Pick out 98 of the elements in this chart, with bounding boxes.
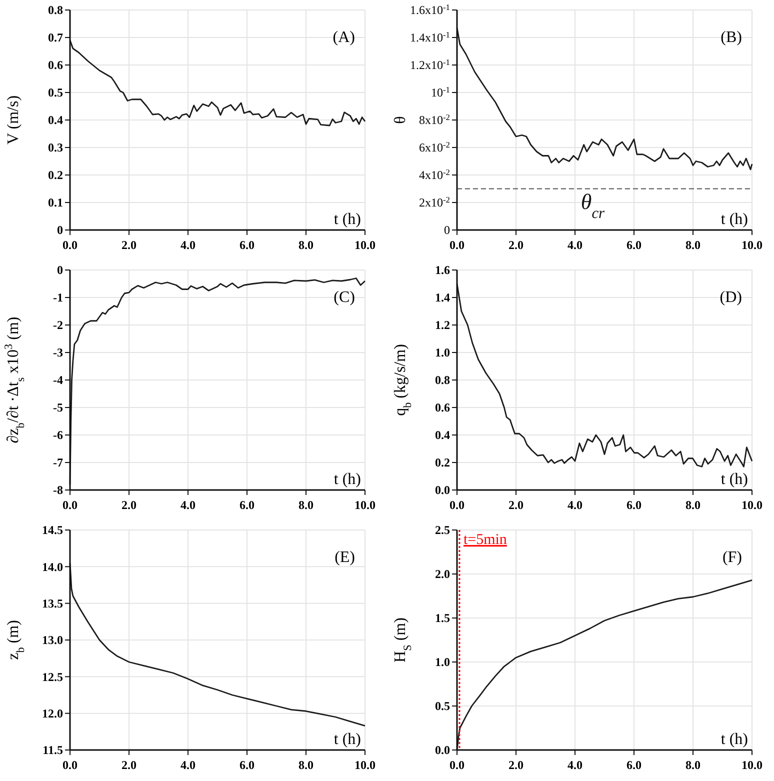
x-tick-label: 10.0 <box>742 238 762 252</box>
y-tick-label: 0.1 <box>48 196 63 210</box>
y-tick-label: -3 <box>53 346 63 360</box>
y-tick-label: 10$^{-1}$ <box>431 85 450 100</box>
y-tick-label: 0.4 <box>48 113 63 128</box>
x-axis-title: t (h) <box>334 471 361 488</box>
y-tick-label: -1 <box>53 290 63 305</box>
y-tick-label: -4 <box>53 373 63 388</box>
x-tick-label: 2.0 <box>122 238 136 252</box>
annotation: (B) <box>720 29 742 46</box>
y-tick-label: 1.2 <box>435 318 450 332</box>
y-tick-label: 14.0 <box>42 560 63 574</box>
y-tick-label: -5 <box>53 400 63 415</box>
x-tick-label: 0.0 <box>450 758 464 772</box>
x-tick-label: 8.0 <box>298 758 314 772</box>
x-tick-label: 0.0 <box>450 498 464 512</box>
y-tick-label: 0.2 <box>435 456 450 470</box>
y-tick-label: 0.6 <box>435 400 450 415</box>
x-tick-label: 4.0 <box>180 238 196 252</box>
y-tick-label: 1.4x10$^{-1}$ <box>410 30 450 45</box>
y-tick-label: 8x10$^{-2}$ <box>419 112 450 128</box>
y-tick-label: 13.5 <box>42 596 63 611</box>
y-tick-label: 2.5 <box>435 523 450 538</box>
x-tick-label: 4.0 <box>568 238 582 252</box>
x-tick-label: 10.0 <box>354 758 376 772</box>
x-tick-label: 6.0 <box>240 758 254 772</box>
x-tick-label: 2.0 <box>508 758 524 772</box>
x-tick-label: 8.0 <box>686 238 700 252</box>
y-tick-label: 0 <box>57 223 63 238</box>
x-axis-title: t (h) <box>334 731 361 748</box>
x-tick-label: 6.0 <box>626 498 642 512</box>
x-tick-label: 10.0 <box>742 498 762 512</box>
x-axis-title: t (h) <box>720 211 748 228</box>
y-tick-label: -2 <box>53 318 63 332</box>
x-tick-label: 4.0 <box>180 758 196 772</box>
x-tick-label: 4.0 <box>568 498 582 512</box>
y-axis-title: V (m/s) <box>5 95 22 145</box>
y-tick-label: 1.0 <box>435 346 450 360</box>
x-tick-label: 2.0 <box>508 498 524 512</box>
y-tick-label: 0.2 <box>48 168 63 182</box>
ref-line-label: θ$_{cr}$ <box>580 188 606 222</box>
y-tick-label: 0.3 <box>48 140 63 155</box>
y-tick-label: -7 <box>53 456 63 470</box>
y-tick-label: 0 <box>444 223 450 238</box>
x-tick-label: 8.0 <box>298 238 314 252</box>
x-tick-label: 2.0 <box>122 498 136 512</box>
y-tick-label: 1.6x10$^{-1}$ <box>410 2 450 18</box>
y-tick-label: 0.6 <box>48 58 63 72</box>
y-tick-label: -8 <box>53 483 63 498</box>
annotation: (A) <box>332 29 355 46</box>
y-axis-title: θ <box>392 116 409 124</box>
x-axis-title: t (h) <box>720 471 748 488</box>
y-tick-label: 0.4 <box>435 428 450 442</box>
y-tick-label: 0.8 <box>435 373 450 388</box>
x-tick-label: 0.0 <box>450 238 464 252</box>
x-tick-label: 8.0 <box>686 498 700 512</box>
y-tick-label: 1.5 <box>435 611 450 626</box>
annotation: (D) <box>720 289 742 306</box>
x-tick-label: 6.0 <box>626 758 642 772</box>
x-tick-label: 8.0 <box>686 758 700 772</box>
annotation: t=5min <box>463 532 508 548</box>
annotation: (E) <box>334 549 355 566</box>
y-tick-label: 2x10$^{-2}$ <box>419 195 450 210</box>
x-axis-title: t (h) <box>720 731 748 748</box>
y-tick-label: 0.0 <box>435 483 450 498</box>
y-tick-label: 0 <box>57 263 63 278</box>
x-tick-label: 10.0 <box>742 758 762 772</box>
y-tick-label: 1.0 <box>435 655 450 670</box>
x-tick-label: 2.0 <box>122 758 136 772</box>
y-tick-label: 6x10$^{-2}$ <box>419 140 450 155</box>
y-tick-label: 1.2x10$^{-1}$ <box>410 58 450 72</box>
annotation: (F) <box>722 549 742 566</box>
y-tick-label: -6 <box>53 428 63 442</box>
y-tick-label: 0.7 <box>48 30 63 45</box>
x-axis-title: t (h) <box>334 211 361 228</box>
y-tick-label: 11.5 <box>42 743 63 758</box>
annotation: (C) <box>334 289 355 306</box>
x-tick-label: 6.0 <box>626 238 642 252</box>
y-tick-label: 0.5 <box>48 86 63 100</box>
y-tick-label: 0.5 <box>435 699 450 714</box>
x-tick-label: 6.0 <box>240 498 254 512</box>
y-tick-label: 12.5 <box>42 670 63 684</box>
y-tick-label: 0.0 <box>435 743 450 758</box>
x-tick-label: 8.0 <box>298 498 314 512</box>
x-tick-label: 2.0 <box>508 238 524 252</box>
y-tick-label: 14.5 <box>42 523 63 538</box>
y-tick-label: 1.6 <box>435 263 450 278</box>
y-tick-label: 4x10$^{-2}$ <box>419 168 450 182</box>
x-tick-label: 10.0 <box>354 498 376 512</box>
y-tick-label: 13.0 <box>42 633 63 648</box>
x-tick-label: 10.0 <box>354 238 376 252</box>
y-tick-label: 0.8 <box>48 3 63 18</box>
x-tick-label: 4.0 <box>180 498 196 512</box>
x-tick-label: 4.0 <box>568 758 582 772</box>
y-tick-label: 1.4 <box>435 290 450 305</box>
x-tick-label: 6.0 <box>240 238 254 252</box>
y-tick-label: 12.0 <box>42 706 63 721</box>
y-tick-label: 2.0 <box>435 567 450 582</box>
